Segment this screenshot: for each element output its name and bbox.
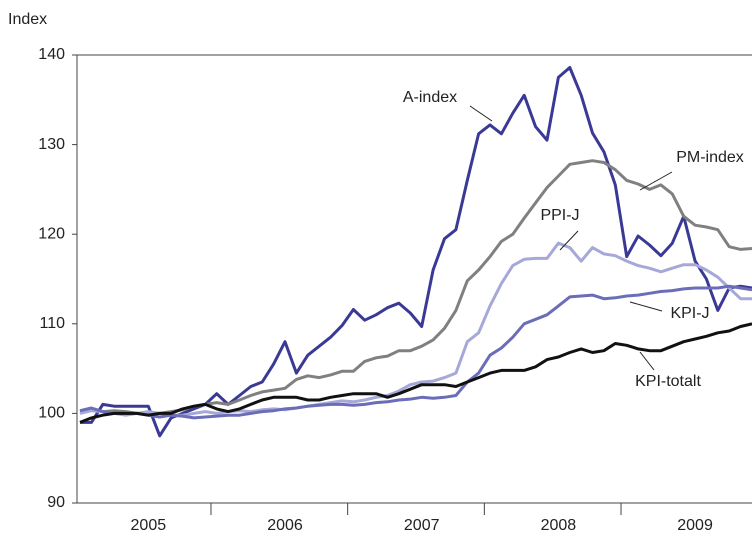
y-tick-label: 140 xyxy=(38,46,65,63)
series-line xyxy=(79,241,752,417)
series-line xyxy=(79,284,752,420)
x-tick-label: 2005 xyxy=(131,517,167,534)
x-tick-label: 2009 xyxy=(677,517,713,534)
y-tick-label: 100 xyxy=(38,405,65,422)
y-axis-label: Index xyxy=(8,11,47,28)
y-tick-label: 130 xyxy=(38,136,65,153)
series-label: A-index xyxy=(403,89,457,106)
series-line xyxy=(80,66,752,438)
y-tick-label: 110 xyxy=(39,315,65,332)
series-label: PM-index xyxy=(676,149,744,166)
series-label: KPI-J xyxy=(670,305,709,322)
series-label: KPI-totalt xyxy=(635,373,701,390)
y-tick-label: 90 xyxy=(47,494,65,511)
annotation-leader xyxy=(559,230,579,251)
series-line xyxy=(79,322,752,424)
annotation-leader xyxy=(639,351,655,371)
annotation-leader xyxy=(469,105,493,122)
annotation-leader xyxy=(629,301,663,312)
annotation-leader xyxy=(639,171,673,191)
series-label: PPI-J xyxy=(540,207,579,224)
x-tick-label: 2007 xyxy=(404,517,440,534)
x-tick-label: 2008 xyxy=(541,517,577,534)
y-tick-label: 120 xyxy=(38,225,65,242)
x-tick-label: 2006 xyxy=(267,517,303,534)
